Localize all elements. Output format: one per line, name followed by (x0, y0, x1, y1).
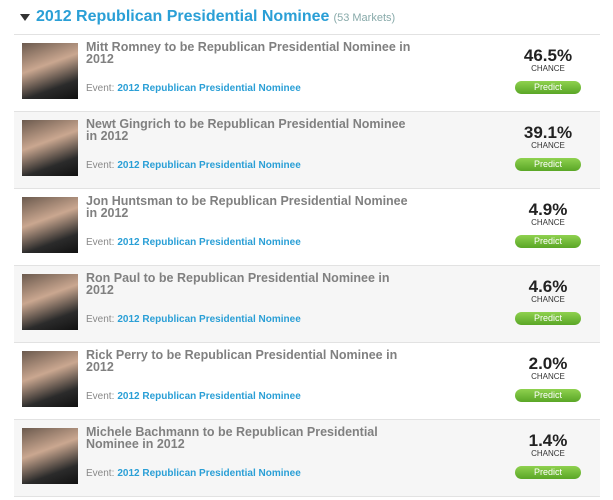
candidate-photo[interactable] (22, 351, 78, 407)
event-label: Event: (86, 83, 115, 94)
event-line: Event: 2012 Republican Presidential Nomin… (86, 237, 301, 248)
chance-value: 4.9% (528, 200, 568, 219)
market-title[interactable]: Michele Bachmann to be Republican Presid… (86, 425, 378, 451)
market-row: Jon Huntsman to be Republican Presidenti… (14, 189, 600, 266)
candidate-photo[interactable] (22, 120, 78, 176)
chance-label: CHANCE (531, 372, 565, 381)
event-label: Event: (86, 160, 115, 171)
event-link[interactable]: 2012 Republican Presidential Nominee (117, 314, 301, 325)
chance-value: 2.0% (528, 354, 568, 373)
event-line: Event: 2012 Republican Presidential Nomin… (86, 468, 301, 479)
chance-value: 1.4% (528, 431, 568, 450)
event-line: Event: 2012 Republican Presidential Nomin… (86, 391, 301, 402)
candidate-photo[interactable] (22, 43, 78, 99)
event-line: Event: 2012 Republican Presidential Nomin… (86, 83, 301, 94)
chance-label: CHANCE (531, 218, 565, 227)
market-row: Mitt Romney to be Republican Presidentia… (14, 35, 600, 112)
candidate-photo[interactable] (22, 197, 78, 253)
market-row: Michele Bachmann to be Republican Presid… (14, 420, 600, 497)
market-title[interactable]: Newt Gingrich to be Republican President… (86, 117, 406, 143)
event-line: Event: 2012 Republican Presidential Nomin… (86, 160, 301, 171)
event-label: Event: (86, 391, 115, 402)
title-text: 2012 Republican Presidential Nominee (36, 8, 330, 25)
chance-value: 39.1% (523, 123, 573, 142)
chance-label: CHANCE (531, 141, 565, 150)
candidate-photo[interactable] (22, 428, 78, 484)
market-title[interactable]: Jon Huntsman to be Republican Presidenti… (86, 194, 408, 220)
predict-button[interactable]: Predict (515, 81, 581, 94)
event-link[interactable]: 2012 Republican Presidential Nominee (117, 468, 301, 479)
predict-button[interactable]: Predict (515, 466, 581, 479)
chance-label: CHANCE (531, 295, 565, 304)
section-header[interactable]: 2012 Republican Presidential Nominee (53 … (14, 6, 604, 30)
chance-value: 4.6% (528, 277, 568, 296)
event-link[interactable]: 2012 Republican Presidential Nominee (117, 160, 301, 171)
collapse-arrow[interactable] (20, 14, 30, 21)
predict-button[interactable]: Predict (515, 389, 581, 402)
chance-label: CHANCE (531, 449, 565, 458)
market-row: Ron Paul to be Republican Presidential N… (14, 266, 600, 343)
event-label: Event: (86, 237, 115, 248)
event-label: Event: (86, 468, 115, 479)
market-title[interactable]: Rick Perry to be Republican Presidential… (86, 348, 398, 374)
event-link[interactable]: 2012 Republican Presidential Nominee (117, 83, 301, 94)
market-title[interactable]: Mitt Romney to be Republican Presidentia… (86, 40, 411, 66)
chance-value: 46.5% (523, 46, 573, 65)
predict-button[interactable]: Predict (515, 312, 581, 325)
chance-label: CHANCE (531, 64, 565, 73)
event-line: Event: 2012 Republican Presidential Nomin… (86, 314, 301, 325)
section-title: 2012 Republican Presidential Nominee (53 … (36, 8, 395, 26)
market-row: Newt Gingrich to be Republican President… (14, 112, 600, 189)
predict-button[interactable]: Predict (515, 158, 581, 171)
predict-button[interactable]: Predict (515, 235, 581, 248)
market-row: Rick Perry to be Republican Presidential… (14, 343, 600, 420)
event-link[interactable]: 2012 Republican Presidential Nominee (117, 391, 301, 402)
candidate-photo[interactable] (22, 274, 78, 330)
market-count: (53 Markets) (333, 12, 396, 24)
market-list: Mitt Romney to be Republican Presidentia… (14, 34, 600, 497)
market-title[interactable]: Ron Paul to be Republican Presidential N… (86, 271, 390, 297)
event-link[interactable]: 2012 Republican Presidential Nominee (117, 237, 301, 248)
event-label: Event: (86, 314, 115, 325)
